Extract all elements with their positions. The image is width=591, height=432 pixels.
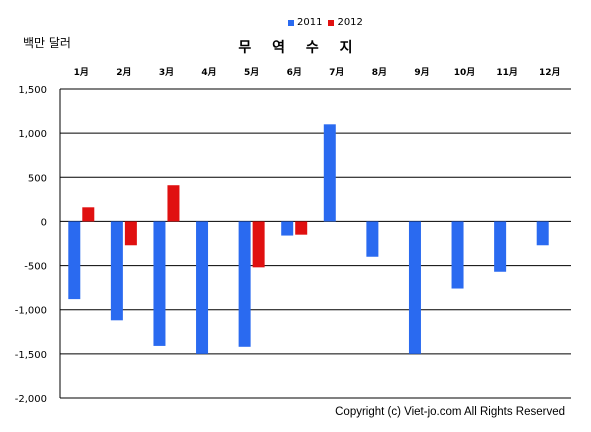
y-tick-label: 0	[41, 217, 47, 228]
y-tick-label: -1,500	[15, 350, 47, 361]
bar-2012-1月	[82, 207, 95, 222]
bar-2011-7月	[323, 124, 336, 222]
unit-label: 백만 달러	[23, 36, 71, 50]
legend-item-2011: 2011	[288, 17, 322, 28]
y-tick-label: -500	[24, 262, 47, 273]
x-tick-label: 1月	[74, 67, 89, 78]
bar-2012-6月	[295, 221, 308, 235]
x-tick-label: 2月	[116, 67, 131, 78]
bar-2011-8月	[366, 221, 379, 257]
legend-swatch-2012	[328, 19, 335, 26]
y-tick-label: 500	[28, 173, 47, 184]
legend-item-2012: 2012	[328, 17, 363, 28]
copyright-text: Copyright (c) Viet-jo.com All Rights Res…	[335, 406, 565, 418]
x-tick-label: 4月	[201, 67, 216, 78]
chart-title: 무 역 수 지	[238, 40, 361, 56]
y-tick-label: 1,500	[18, 85, 47, 96]
x-tick-label: 7月	[329, 67, 344, 78]
x-tick-label: 12月	[539, 67, 561, 78]
bar-2011-12月	[536, 221, 549, 246]
legend-label-2012: 2012	[337, 17, 363, 28]
bar-2011-4月	[196, 221, 209, 354]
y-tick-label: -2,000	[15, 394, 47, 405]
x-tick-label: 3月	[159, 67, 174, 78]
x-tick-label: 10月	[454, 67, 476, 78]
x-tick-label: 6月	[287, 67, 302, 78]
bar-2011-11月	[494, 221, 507, 272]
legend-label-2011: 2011	[297, 17, 323, 28]
bar-2012-3月	[167, 185, 180, 222]
x-tick-label: 11月	[496, 67, 518, 78]
bar-2011-2月	[110, 221, 123, 321]
bar-2011-10月	[451, 221, 464, 289]
y-tick-label: 1,000	[18, 129, 47, 140]
x-tick-label: 5月	[244, 67, 259, 78]
bar-2011-6月	[281, 221, 294, 236]
bar-2011-5月	[238, 221, 251, 347]
x-tick-label: 9月	[414, 67, 429, 78]
bar-2011-9月	[408, 221, 421, 354]
bar-2012-2月	[124, 221, 137, 246]
bar-2012-5月	[252, 221, 265, 268]
x-tick-label: 8月	[372, 67, 387, 78]
bar-2011-3月	[153, 221, 166, 346]
y-tick-label: -1,000	[15, 306, 47, 317]
legend-swatch-2011	[288, 19, 294, 26]
bar-2011-1月	[68, 221, 81, 300]
legend: 2011 2012	[288, 17, 369, 28]
